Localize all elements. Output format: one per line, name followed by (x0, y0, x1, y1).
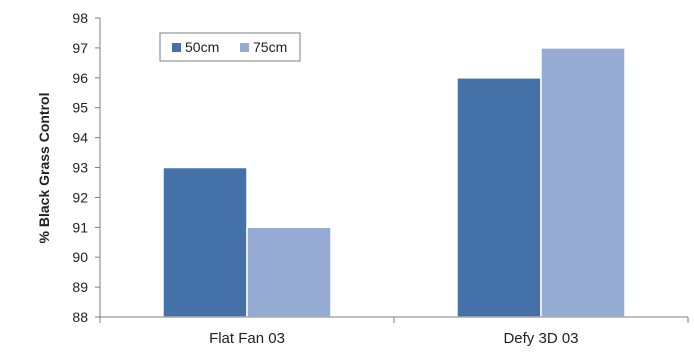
y-tick-label: 93 (72, 160, 88, 176)
bar-50cm-defy-3d-03 (456, 77, 542, 318)
y-tick-label: 94 (72, 130, 88, 146)
legend-label-50cm: 50cm (185, 39, 219, 55)
y-tick-label: 92 (72, 189, 88, 205)
y-tick-label: 89 (72, 279, 88, 295)
y-tick-label: 91 (72, 219, 88, 235)
y-tick-label: 88 (72, 309, 88, 325)
x-category-label: Flat Fan 03 (209, 330, 285, 347)
y-tick-label: 95 (72, 100, 88, 116)
legend-swatch-75cm (240, 43, 249, 52)
legend-label-75cm: 75cm (253, 39, 287, 55)
y-axis-ticks: 88 89 90 91 92 93 94 95 96 97 98 (72, 10, 100, 325)
axes (99, 18, 689, 323)
category-labels: Flat Fan 03 Defy 3D 03 (209, 330, 578, 347)
y-axis-label: % Black Grass Control (36, 93, 52, 244)
bars (162, 47, 626, 318)
bar-50cm-flat-fan-03 (162, 166, 248, 318)
x-category-label: Defy 3D 03 (503, 330, 578, 347)
legend-box (159, 32, 301, 62)
bar-75cm-flat-fan-03 (246, 226, 332, 318)
y-tick-label: 97 (72, 40, 88, 56)
y-tick-label: 98 (72, 10, 88, 26)
bar-75cm-defy-3d-03 (540, 47, 626, 318)
y-tick-label: 90 (72, 249, 88, 265)
legend-swatch-50cm (172, 43, 181, 52)
legend: 50cm 75cm (159, 32, 301, 62)
y-tick-label: 96 (72, 70, 88, 86)
